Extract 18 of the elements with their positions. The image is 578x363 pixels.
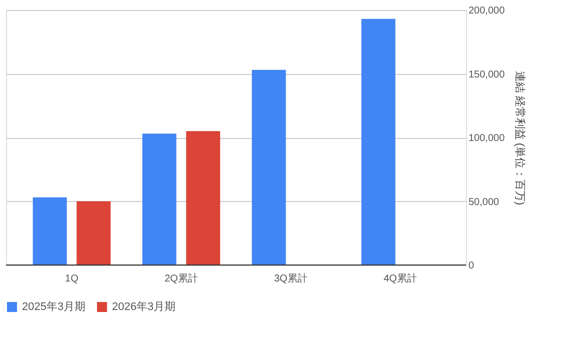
bar (252, 70, 286, 265)
legend-label: 2025年3月期 (22, 301, 86, 313)
y-tick-label: 50,000 (468, 196, 500, 208)
bar (361, 18, 396, 265)
x-tick-label: 1Q (65, 274, 79, 284)
bar (32, 197, 67, 265)
x-tick-label: 2Q累計 (164, 272, 198, 284)
x-tick-label: 4Q累計 (384, 272, 417, 284)
legend-label: 2026年3月期 (112, 301, 176, 313)
y-axis-title: 連結 経常利益 (単位：百万) (514, 70, 527, 206)
y-tick-label: 150,000 (468, 69, 506, 80)
bar (186, 131, 220, 265)
bar (76, 201, 111, 265)
x-tick-label: 3Q累計 (274, 272, 308, 284)
y-tick-label: 100,000 (468, 133, 506, 144)
y-tick-label: 200,000 (468, 6, 506, 16)
bar (142, 134, 176, 265)
y-tick-label: 0 (468, 260, 474, 272)
